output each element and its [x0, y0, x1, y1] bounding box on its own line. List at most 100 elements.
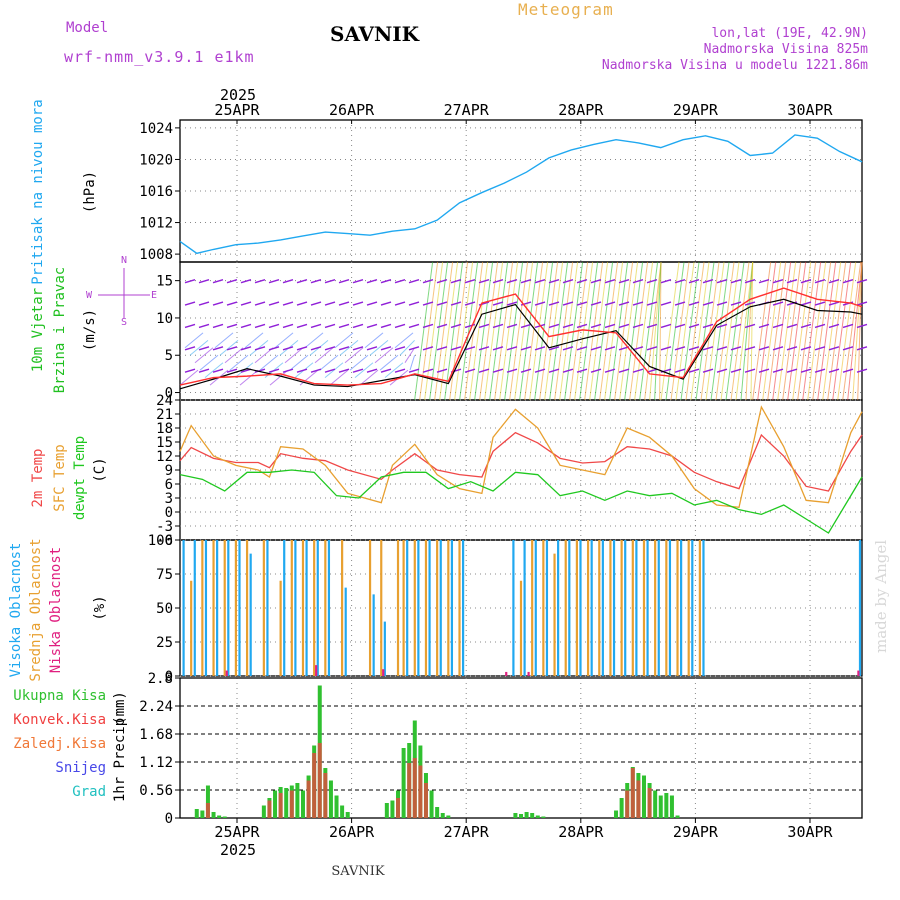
- wind-barb: [454, 261, 474, 401]
- wind-arrow: [632, 346, 644, 351]
- precip-bar: [653, 790, 658, 818]
- wind-barb: [319, 354, 339, 371]
- wind-barb: [254, 347, 274, 364]
- wind-arrow: [492, 301, 504, 306]
- wind-barb: [670, 261, 690, 401]
- wind-arrow: [436, 301, 448, 306]
- temp-ylabel-3: dewpt Temp: [72, 436, 88, 520]
- wind-arrow: [408, 323, 420, 329]
- wind-arrow: [184, 278, 196, 284]
- wind-arrow: [296, 368, 308, 373]
- wind-arrow: [786, 368, 798, 373]
- precip-bar: [205, 785, 210, 818]
- wind-barb: [634, 261, 654, 401]
- wind-arrow: [534, 301, 546, 306]
- precip-bar: [334, 795, 339, 818]
- wind-barb: [832, 261, 852, 401]
- wind-arrow: [758, 368, 770, 373]
- wind-arrow: [702, 368, 714, 373]
- wind-arrow: [576, 368, 588, 373]
- wind-arrow: [310, 346, 322, 351]
- precip-bar: [524, 812, 529, 818]
- precip-legend-item: Ukupna Kisa: [13, 688, 106, 704]
- wind-barb: [695, 261, 715, 401]
- wind-arrow: [268, 346, 280, 351]
- date-label-top: 26APR: [329, 101, 375, 119]
- wind-barb: [204, 362, 224, 379]
- wind-arrow: [380, 346, 392, 351]
- wind-arrow: [478, 368, 490, 373]
- wind-arrow: [562, 278, 574, 284]
- wind-barb: [494, 261, 514, 401]
- wind-arrow: [450, 278, 462, 284]
- wind-arrow: [184, 368, 196, 373]
- precip-bar: [295, 783, 300, 818]
- wind-barb: [219, 339, 239, 356]
- date-label-bottom: 28APR: [558, 823, 604, 841]
- date-label-bottom: 27APR: [444, 823, 490, 841]
- wind-arrow: [688, 278, 700, 284]
- wind-barb: [274, 332, 294, 349]
- wind-barb: [767, 261, 787, 401]
- wind-arrow: [632, 368, 644, 373]
- wind-arrow: [408, 346, 420, 351]
- date-label-bottom: 30APR: [787, 823, 833, 841]
- wind-arrow: [744, 301, 756, 306]
- wind-barb: [720, 261, 740, 401]
- wind-arrow: [520, 301, 532, 306]
- wind-arrow: [324, 278, 336, 284]
- wind-arrow: [436, 323, 448, 329]
- wind-barb: [224, 347, 244, 364]
- wind-barb: [817, 261, 837, 401]
- wind-arrow: [590, 323, 602, 329]
- wind-arrow: [408, 278, 420, 284]
- wind-arrow: [562, 368, 574, 373]
- wind-arrow: [828, 368, 840, 373]
- wind-arrow: [786, 301, 798, 306]
- y-tick-label: 6: [165, 477, 173, 493]
- precip-bar: [412, 758, 417, 818]
- watermark: made by Angel: [872, 540, 890, 653]
- wind-arrow: [772, 323, 784, 329]
- wind-arrow: [520, 368, 532, 373]
- wind-arrow: [226, 368, 238, 373]
- wind-barb: [852, 261, 863, 401]
- wind-barb: [629, 261, 649, 401]
- wind-arrow: [506, 278, 518, 284]
- y-tick-label: -3: [156, 519, 173, 535]
- y-tick-label: 100: [148, 533, 173, 549]
- wind-barb: [549, 261, 569, 401]
- precip-bar: [435, 807, 440, 818]
- wind-barb: [554, 261, 574, 401]
- wind-barb: [214, 332, 234, 349]
- wind-barb: [449, 261, 469, 401]
- wind-barb: [772, 261, 792, 401]
- wind-arrow: [324, 301, 336, 306]
- wind-arrow: [338, 368, 350, 373]
- wind-barb: [299, 369, 319, 386]
- precip-bar: [328, 780, 333, 818]
- wind-arrow: [506, 323, 518, 329]
- precip-bar: [535, 815, 540, 818]
- wind-arrow: [324, 323, 336, 329]
- wind-arrow: [646, 301, 658, 306]
- wind-arrow: [828, 278, 840, 284]
- wind-barb: [599, 261, 619, 401]
- cloud-ylabel-3: Niska Oblacnost: [48, 547, 64, 673]
- wind-arrow: [184, 301, 196, 306]
- wind-arrow: [730, 301, 742, 306]
- precip-bar: [658, 795, 663, 818]
- wind-arrow: [618, 323, 630, 329]
- compass-s: S: [121, 317, 127, 328]
- wind-barb: [479, 261, 499, 401]
- precip-legend-item: Snijeg: [55, 760, 106, 776]
- wind-barb: [374, 347, 394, 364]
- wind-arrow: [646, 323, 658, 329]
- wind-arrow: [548, 278, 560, 284]
- wind-barb: [229, 354, 249, 371]
- wind-arrow: [548, 323, 560, 329]
- wind-barb: [740, 261, 754, 401]
- wind-arrow: [212, 346, 224, 351]
- wind-arrow: [380, 278, 392, 284]
